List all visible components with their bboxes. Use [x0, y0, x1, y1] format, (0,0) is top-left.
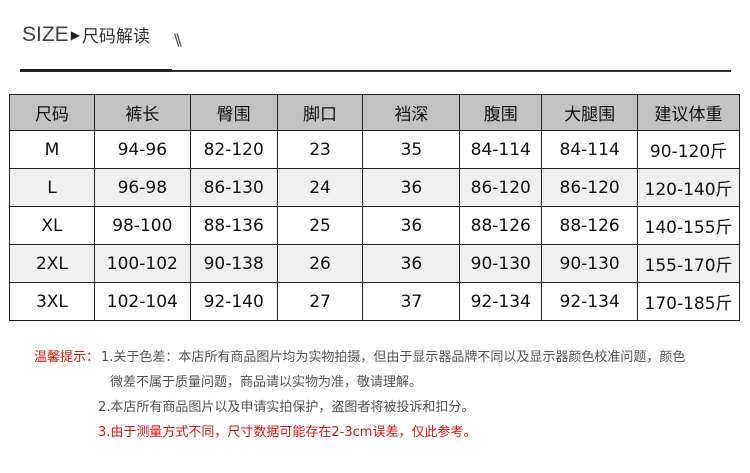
table-cell: 36: [362, 168, 461, 207]
column-header: 脚口: [276, 94, 364, 131]
table-cell: 37: [362, 282, 461, 321]
table-cell: 86-130: [189, 168, 278, 207]
table-cell: 36: [362, 244, 461, 283]
note-2: 2.本店所有商品图片以及申请实拍保护，盗图者将被投诉和扣分。: [98, 400, 475, 415]
table-cell: 26: [276, 244, 364, 283]
table-row: L 96-98 86-130 24 36 86-120 86-120 120-140斤: [9, 168, 740, 207]
title-text: 尺码解读: [81, 27, 150, 47]
slash-decoration: \\: [174, 30, 182, 49]
size-table: 尺码 裤长 臀围 脚口 裆深 腹围 大腿围 建议体重 M 94-96 82-120 23 35 84-1…: [9, 94, 740, 321]
table-cell: 155-170斤: [637, 244, 740, 283]
divider: [20, 70, 731, 72]
table-row: 3XL 102-104 92-140 27 37 92-134 92-134 170-185斤: [9, 282, 740, 321]
table-cell: 92-140: [189, 282, 278, 321]
table-cell: 88-126: [459, 206, 543, 245]
table-cell: 27: [276, 282, 364, 321]
note-3: 3.由于测量方式不同，尺寸数据可能存在2-3cm误差，仅此参考。: [98, 425, 477, 440]
table-cell: 90-120斤: [637, 130, 740, 169]
table-row: M 94-96 82-120 23 35 84-114 84-114 90-120斤: [9, 130, 740, 169]
table-cell: 86-120: [459, 168, 543, 207]
table-cell: 96-98: [93, 168, 191, 207]
table-header-row: 尺码 裤长 臀围 脚口 裆深 腹围 大腿围 建议体重: [9, 94, 740, 131]
note-1: 1.关于色差：本店所有商品图片均为实物拍摄，但由于显示器品牌不同以及显示器颜色校…: [101, 350, 686, 365]
table-cell: 25: [276, 206, 364, 245]
section-title: SIZE ▶ 尺码解读: [22, 22, 150, 48]
table-cell: 88-136: [189, 206, 278, 245]
title-underline: [20, 69, 172, 72]
table-cell: 92-134: [541, 282, 639, 321]
table-cell: 36: [362, 206, 461, 245]
table-cell: 88-126: [541, 206, 639, 245]
table-cell: 3XL: [9, 282, 95, 321]
column-header: 大腿围: [541, 94, 639, 131]
table-cell: 140-155斤: [637, 206, 740, 245]
table-cell: 82-120: [189, 130, 278, 169]
table-cell: 86-120: [541, 168, 639, 207]
column-header: 尺码: [9, 94, 95, 131]
table-cell: 92-134: [459, 282, 543, 321]
table-cell: 90-138: [189, 244, 278, 283]
table-cell: 35: [362, 130, 461, 169]
column-header: 腹围: [459, 94, 543, 131]
triangle-icon: ▶: [70, 27, 80, 42]
table-row: 2XL 100-102 90-138 26 36 90-130 90-130 155-170斤: [9, 244, 740, 283]
table-cell: 100-102: [93, 244, 191, 283]
notes-label: 温馨提示：: [34, 350, 100, 365]
table-cell: 98-100: [93, 206, 191, 245]
table-cell: 84-114: [541, 130, 639, 169]
note-1-cont: 微差不属于质量问题，商品请以实物为准，敬请理解。: [110, 375, 423, 390]
table-cell: 170-185斤: [637, 282, 740, 321]
column-header: 裤长: [93, 94, 191, 131]
table-cell: 94-96: [93, 130, 191, 169]
table-cell: 90-130: [459, 244, 543, 283]
table-cell: L: [9, 168, 95, 207]
table-cell: 90-130: [541, 244, 639, 283]
size-label: SIZE: [22, 22, 69, 46]
column-header: 臀围: [189, 94, 278, 131]
table-cell: 2XL: [9, 244, 95, 283]
table-cell: XL: [9, 206, 95, 245]
table-cell: M: [9, 130, 95, 169]
table-cell: 84-114: [459, 130, 543, 169]
table-cell: 120-140斤: [637, 168, 740, 207]
table-row: XL 98-100 88-136 25 36 88-126 88-126 140-155斤: [9, 206, 740, 245]
column-header: 建议体重: [637, 94, 740, 131]
table-cell: 24: [276, 168, 364, 207]
column-header: 裆深: [362, 94, 461, 131]
table-cell: 23: [276, 130, 364, 169]
table-cell: 102-104: [93, 282, 191, 321]
